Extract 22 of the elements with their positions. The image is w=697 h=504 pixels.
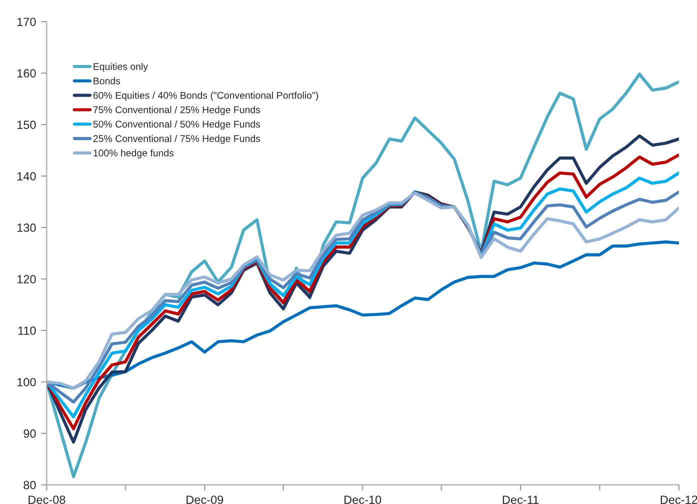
- legend-label: Equities only: [94, 62, 148, 72]
- y-tick-label: 160: [17, 69, 36, 78]
- legend-label: 50% Conventional / 50% Hedge Funds: [93, 120, 260, 130]
- x-tick-label: Dec-08: [28, 496, 66, 504]
- y-tick-label: 150: [17, 120, 36, 129]
- y-tick-label: 140: [17, 172, 36, 180]
- legend-label: 60% Equities / 40% Bonds ("Conventional Portfolio"): [93, 92, 318, 101]
- y-tick-label: 130: [17, 224, 36, 232]
- x-tick-label: Dec-11: [502, 496, 539, 504]
- legend-label: Bonds: [94, 77, 120, 84]
- y-tick-label: 100: [17, 378, 36, 386]
- y-tick-label: 110: [18, 326, 36, 335]
- legend-label: 25% Conventional / 75% Hedge Funds: [93, 134, 260, 144]
- y-tick-label: 80: [24, 480, 36, 490]
- y-tick-label: 170: [17, 18, 36, 26]
- legend-label: 100% hedge funds: [94, 149, 174, 158]
- y-tick-label: 90: [24, 429, 36, 438]
- x-tick-label: Dec-12: [660, 496, 697, 504]
- x-tick-label: Dec-09: [186, 496, 224, 504]
- legend-label: 75% Conventional / 25% Hedge Funds: [93, 106, 260, 116]
- y-tick-label: 120: [17, 275, 36, 284]
- x-tick-label: Dec-10: [344, 496, 382, 504]
